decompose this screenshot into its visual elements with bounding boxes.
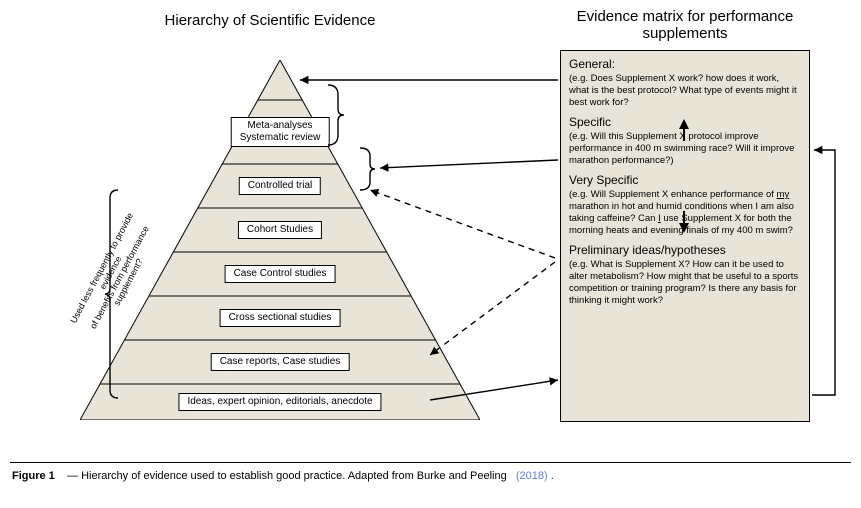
pyramid-level-2: Cohort Studies: [238, 221, 322, 239]
pyramid-level-1: Controlled trial: [239, 177, 321, 195]
pyramid-level-0: Meta-analysesSystematic review: [231, 117, 330, 147]
matrix-arrow-down-stem: [683, 211, 685, 223]
matrix-section-3: Preliminary ideas/hypotheses (e.g. What i…: [569, 243, 801, 307]
caption-cite: (2018): [516, 470, 548, 482]
matrix-body-3: (e.g. What is Supplement X? How can it b…: [569, 259, 801, 307]
matrix-arrow-down-icon: [679, 223, 689, 233]
pyramid-level-5: Case reports, Case studies: [211, 353, 350, 371]
pyramid-level-6: Ideas, expert opinion, editorials, anecd…: [178, 393, 381, 411]
matrix-body-0: (e.g. Does Supplement X work? how does i…: [569, 73, 801, 109]
matrix-section-0: General: (e.g. Does Supplement X work? ho…: [569, 57, 801, 109]
matrix-body-1: (e.g. Will this Supplement X protocol im…: [569, 131, 801, 167]
arrow-loop: [812, 150, 835, 395]
caption-dash: [58, 470, 64, 482]
pyramid-level-3: Case Control studies: [225, 265, 336, 283]
matrix-head-0: General:: [569, 57, 801, 71]
caption-tail: .: [551, 470, 554, 482]
figure-caption: Figure 1 — Hierarchy of evidence used to…: [12, 470, 554, 482]
pyramid-level-4: Cross sectional studies: [220, 309, 341, 327]
caption-text: — Hierarchy of evidence used to establis…: [67, 470, 507, 482]
matrix-head-3: Preliminary ideas/hypotheses: [569, 243, 801, 257]
caption-rule: [10, 462, 851, 463]
evidence-matrix: General: (e.g. Does Supplement X work? ho…: [560, 50, 810, 422]
matrix-arrow-up-icon: [679, 119, 689, 129]
matrix-head-2: Very Specific: [569, 173, 801, 187]
matrix-arrow-up-stem: [683, 129, 685, 141]
title-right: Evidence matrix for performance suppleme…: [555, 8, 815, 42]
caption-label: Figure 1: [12, 470, 55, 482]
title-left: Hierarchy of Scientific Evidence: [120, 12, 420, 29]
